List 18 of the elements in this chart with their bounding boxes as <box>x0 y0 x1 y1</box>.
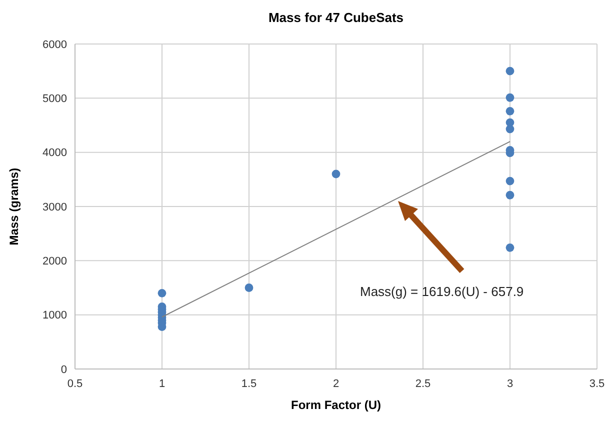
x-tick-label: 1 <box>158 378 166 390</box>
chart-title: Mass for 47 CubeSats <box>268 10 404 25</box>
x-tick-label: 2.5 <box>415 378 431 390</box>
x-tick-label: 3 <box>506 378 514 390</box>
y-tick-label: 3000 <box>42 201 67 214</box>
y-tick-label: 1000 <box>42 310 67 322</box>
y-tick-label: 0 <box>60 364 67 376</box>
y-tick-label: 4000 <box>42 147 67 160</box>
y-tick-label: 6000 <box>42 38 67 51</box>
x-tick-label: 2 <box>332 378 340 390</box>
x-tick-label: 3.5 <box>589 378 605 390</box>
annotation: Mass(g) = 1619.6(U) - 657.9 <box>360 284 524 299</box>
y-tick-label: 2000 <box>42 256 67 268</box>
x-axis-title: Form Factor (U) <box>291 398 382 412</box>
y-axis-title: Mass (grams) <box>7 168 21 246</box>
x-tick-label: 1.5 <box>241 378 257 390</box>
y-tick-label: 5000 <box>42 93 67 106</box>
x-tick-label: 0.5 <box>67 378 83 390</box>
